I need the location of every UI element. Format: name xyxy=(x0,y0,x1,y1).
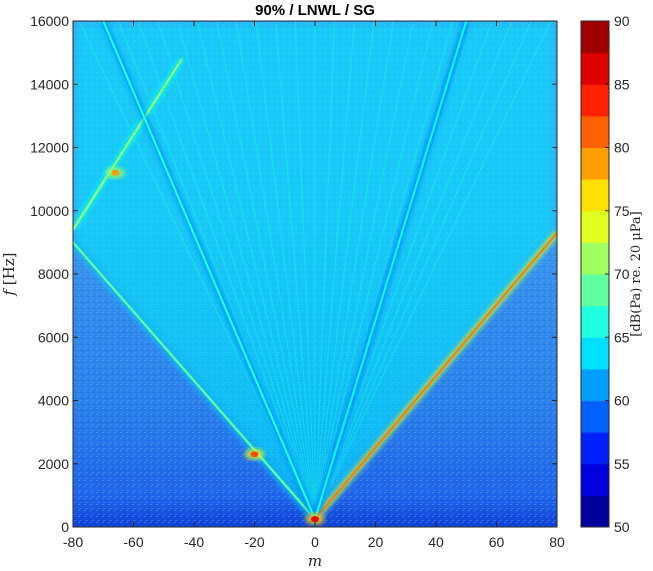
colorbar-segment xyxy=(581,368,609,401)
colorbar-segment xyxy=(581,400,609,433)
hotspot-left-bend xyxy=(250,451,259,458)
colorbar-segment xyxy=(581,21,609,54)
colorbar-tick-label: 90 xyxy=(614,13,630,29)
colorbar-segment xyxy=(581,147,609,180)
colorbar-segment xyxy=(581,115,609,148)
hotspot-left-upper xyxy=(111,169,120,176)
colorbar-tick-label: 80 xyxy=(614,140,630,156)
fan-interior xyxy=(73,21,557,520)
x-tick-label: -20 xyxy=(244,534,264,550)
fan-streak xyxy=(137,21,316,520)
x-tick-label: -80 xyxy=(63,534,83,550)
y-axis-unit: [Hz] xyxy=(0,252,18,285)
ridge-main-right xyxy=(312,230,557,522)
x-tick-label: -60 xyxy=(123,534,143,550)
y-tick-label: 0 xyxy=(61,519,69,535)
fan-streak xyxy=(314,21,336,520)
x-tick-label: 20 xyxy=(368,534,384,550)
fan-streak xyxy=(255,21,316,520)
x-tick-label: 80 xyxy=(549,534,565,550)
fan-streak xyxy=(314,21,375,520)
fan-streak xyxy=(294,21,316,520)
ridge-main-left xyxy=(73,240,318,522)
fan-streak xyxy=(314,21,493,520)
fan-streak xyxy=(176,21,316,520)
x-tick-label: 40 xyxy=(428,534,444,550)
colorbar-segment xyxy=(581,84,609,117)
chart-title: 90% / LNWL / SG xyxy=(255,2,375,19)
ridge-aliased-left xyxy=(73,57,185,232)
x-tick-label: 60 xyxy=(489,534,505,550)
y-axis-label: f [Hz] xyxy=(0,252,18,296)
y-axis-symbol: f xyxy=(0,288,18,297)
y-axis-ticks: 0 2000 4000 6000 8000 10000 12000 14000 16000 xyxy=(30,13,557,535)
ridge-main-left-line xyxy=(73,241,316,520)
fan-streak xyxy=(314,21,395,520)
y-tick-label: 4000 xyxy=(38,393,69,409)
y-tick-label: 8000 xyxy=(38,266,69,282)
fan-streak xyxy=(314,21,434,520)
fan-streak xyxy=(314,21,513,520)
colorbar-segment xyxy=(581,463,609,496)
ridge-fan-left-inner-line xyxy=(102,21,317,520)
colorbar-tick-label: 85 xyxy=(614,76,630,92)
colorbar-segment xyxy=(581,52,609,85)
colorbar xyxy=(580,20,610,528)
y-tick-label: 14000 xyxy=(30,76,69,92)
colorbar-segment xyxy=(581,274,609,307)
ridge-fan-right-inner-line xyxy=(313,21,468,520)
fan-streak xyxy=(157,21,316,520)
ridge-fan-left-inner xyxy=(100,21,319,521)
fan-streak xyxy=(216,21,316,520)
colorbar-segment xyxy=(581,242,609,275)
colorbar-tick-label: 70 xyxy=(614,266,630,282)
colorbar-ticks: 50 55 60 65 70 75 80 85 90 xyxy=(605,13,630,535)
colorbar-segment xyxy=(581,495,609,528)
fan-streak xyxy=(196,21,316,520)
x-axis-label: m xyxy=(308,552,322,570)
x-tick-label: -40 xyxy=(184,534,204,550)
fan-streak xyxy=(78,21,316,520)
colorbar-segment xyxy=(581,305,609,338)
x-tick-label: 0 xyxy=(311,534,319,550)
ridge-aliased-left-line xyxy=(73,58,183,231)
fan-region xyxy=(73,21,557,520)
y-tick-label: 2000 xyxy=(38,456,69,472)
x-axis-ticks: -80 -60 -40 -20 0 20 40 60 80 xyxy=(63,21,565,550)
plot-area xyxy=(73,21,557,527)
y-axis-label-text: f [Hz] xyxy=(0,252,18,296)
fan-streak xyxy=(314,21,532,520)
y-tick-label: 10000 xyxy=(30,203,69,219)
colorbar-segment xyxy=(581,210,609,243)
fan-streak xyxy=(275,21,316,520)
fan-streak xyxy=(235,21,316,520)
colorbar-tick-label: 65 xyxy=(614,329,630,345)
colorbar-label: [dB(Pa) re. 20 μPa] xyxy=(629,211,644,336)
hotspots xyxy=(105,166,325,526)
y-tick-label: 6000 xyxy=(38,329,69,345)
ridge-fan-right-inner xyxy=(311,21,470,521)
fan-streaks xyxy=(78,21,552,520)
colorbar-tick-label: 75 xyxy=(614,203,630,219)
ridges xyxy=(73,21,557,522)
y-tick-label: 16000 xyxy=(30,13,69,29)
x-axis-label-text: m xyxy=(308,552,322,570)
fan-streak xyxy=(314,21,414,520)
colorbar-tick-label: 50 xyxy=(614,519,630,535)
colorbar-segment xyxy=(581,179,609,212)
ridge-main-right-line xyxy=(314,232,557,520)
fan-streak xyxy=(314,21,552,520)
colorbar-tick-label: 60 xyxy=(614,393,630,409)
colorbar-segment xyxy=(581,432,609,465)
fan-streak xyxy=(314,21,355,520)
colorbar-tick-label: 55 xyxy=(614,456,630,472)
hotspot-center-base xyxy=(311,516,319,523)
colorbar-segment xyxy=(581,337,609,370)
y-tick-label: 12000 xyxy=(30,140,69,156)
